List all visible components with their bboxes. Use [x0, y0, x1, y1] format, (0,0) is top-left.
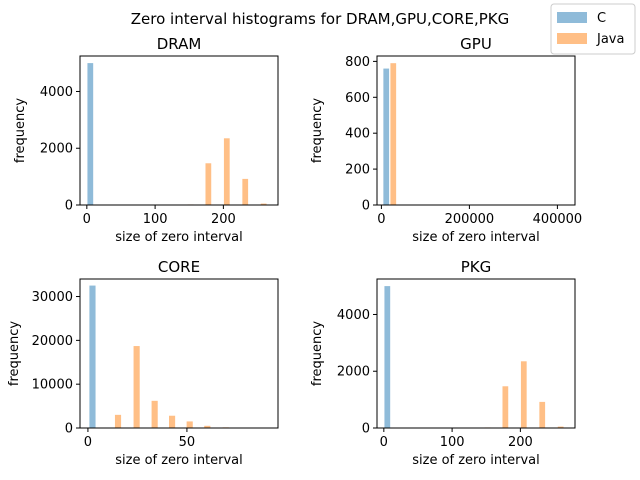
pkg-ytick-label-2: 4000 — [337, 308, 370, 323]
dram-ytick-label-2: 4000 — [40, 85, 73, 100]
gpu-ytick-label-3: 600 — [345, 91, 370, 106]
core-bar-c-0 — [89, 285, 96, 428]
core-ytick-label-3: 30000 — [32, 290, 73, 305]
core-subplot-title: CORE — [158, 258, 200, 276]
pkg-bar-java-1 — [502, 386, 509, 428]
gpu-bar-java-0 — [390, 63, 397, 206]
core-ytick-label-2: 20000 — [32, 334, 73, 349]
pkg-xlabel: size of zero interval — [412, 453, 540, 468]
legend: C Java — [550, 3, 636, 55]
dram-bar-java-2 — [223, 138, 230, 205]
core-bar-java-2 — [151, 400, 158, 428]
gpu-xtick-label-0: 0 — [377, 212, 385, 227]
core-xtick-label-0: 0 — [84, 435, 92, 450]
gpu-xlabel: size of zero interval — [412, 230, 540, 245]
dram-xtick-label-1: 100 — [143, 212, 168, 227]
legend-label-c: C — [597, 11, 606, 26]
dram-xtick-label-0: 0 — [83, 212, 91, 227]
core-ytick-label-0: 0 — [65, 422, 73, 437]
core-ylabel: frequency — [7, 321, 22, 387]
dram-axes-frame — [79, 55, 279, 206]
core-ytick-label-1: 10000 — [32, 378, 73, 393]
core-subplot: 0 50 0 10000 20000 30000 CORE size of zero inte… — [7, 258, 279, 468]
dram-ytick-label-1: 2000 — [40, 142, 73, 157]
pkg-bar-java-4 — [557, 426, 564, 428]
pkg-axes-frame — [376, 278, 576, 429]
legend-label-java: Java — [596, 32, 624, 47]
gpu-ytick-label-0: 0 — [362, 199, 370, 214]
core-axes-frame — [79, 278, 279, 429]
dram-ytick-label-0: 0 — [65, 199, 73, 214]
pkg-ytick-label-1: 2000 — [337, 365, 370, 380]
core-bar-java-0 — [114, 414, 122, 428]
core-bar-java-5 — [204, 425, 211, 428]
gpu-subplot: 0 200000 400000 0 200 400 600 800 GPU size of zer… — [310, 35, 582, 245]
dram-bar-java-1 — [205, 163, 212, 205]
pkg-xtick-label-2: 200 — [508, 435, 533, 450]
core-bar-java-3 — [169, 415, 176, 428]
gpu-ylabel: frequency — [310, 98, 325, 164]
pkg-xtick-label-0: 0 — [380, 435, 388, 450]
gpu-subplot-title: GPU — [460, 35, 492, 53]
pkg-xtick-label-1: 100 — [440, 435, 465, 450]
legend-swatch-java — [557, 33, 587, 44]
dram-xlabel: size of zero interval — [115, 230, 243, 245]
pkg-bar-java-3 — [539, 401, 546, 428]
dram-ylabel: frequency — [13, 98, 28, 164]
dram-subplot-title: DRAM — [157, 35, 202, 53]
pkg-bar-java-2 — [520, 361, 527, 428]
pkg-subplot-title: PKG — [461, 258, 492, 276]
gpu-axes-frame — [376, 55, 576, 206]
core-xtick-label-1: 50 — [179, 435, 196, 450]
pkg-ylabel: frequency — [310, 321, 325, 387]
gpu-xtick-label-1: 200000 — [445, 212, 495, 227]
dram-bar-java-3 — [242, 178, 249, 205]
core-bar-java-4 — [186, 421, 193, 428]
dram-bar-c-0 — [87, 63, 94, 205]
dram-bar-java-4 — [260, 203, 267, 205]
dram-xtick-label-2: 200 — [211, 212, 236, 227]
gpu-xtick-label-2: 400000 — [533, 212, 583, 227]
gpu-ytick-label-1: 200 — [345, 163, 370, 178]
pkg-bar-c-0 — [384, 286, 391, 428]
figure-title: Zero interval histograms for DRAM,GPU,CO… — [131, 10, 509, 28]
gpu-ytick-label-2: 400 — [345, 127, 370, 142]
pkg-ytick-label-0: 0 — [362, 422, 370, 437]
core-bar-java-1 — [133, 346, 140, 428]
gpu-ytick-label-4: 800 — [345, 55, 370, 70]
core-xlabel: size of zero interval — [115, 453, 243, 468]
legend-swatch-c — [557, 12, 587, 23]
gpu-bar-c-0 — [383, 68, 390, 205]
